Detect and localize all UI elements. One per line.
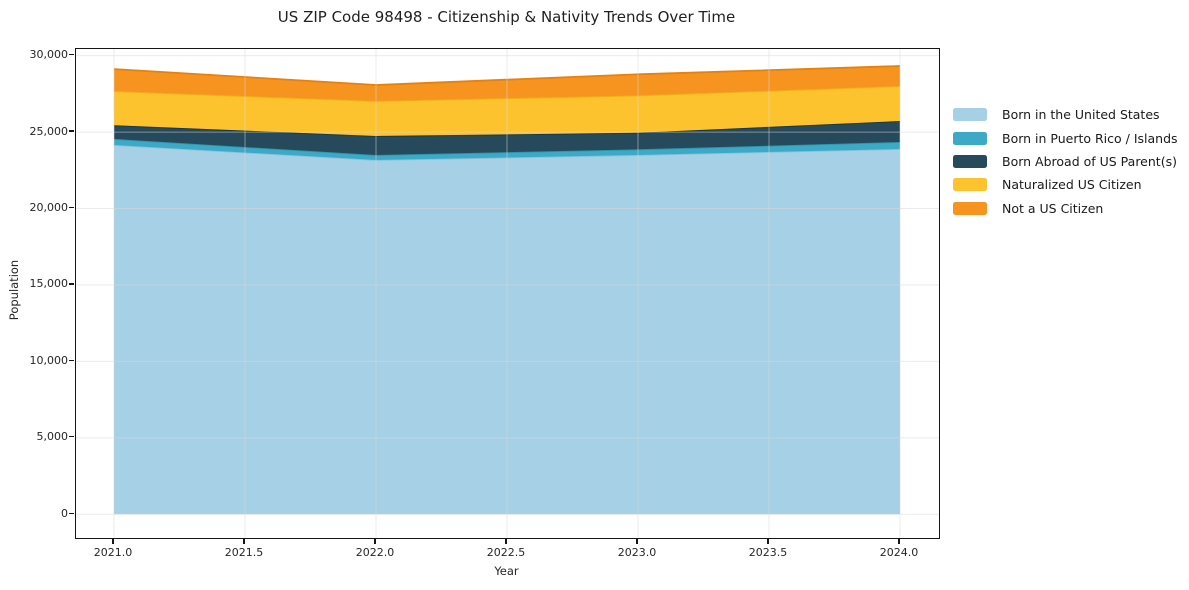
legend-swatch bbox=[953, 201, 987, 215]
y-tick-mark bbox=[69, 283, 74, 285]
legend-item-2: Born Abroad of US Parent(s) bbox=[953, 150, 1178, 173]
legend-label: Born in the United States bbox=[1002, 107, 1160, 123]
legend: Born in the United States Born in Puerto … bbox=[953, 103, 1178, 220]
y-tick-label: 5,000 bbox=[36, 430, 69, 444]
y-tick-label: 10,000 bbox=[29, 353, 69, 367]
x-tick-mark bbox=[636, 538, 638, 544]
y-tick-mark bbox=[69, 54, 74, 56]
legend-item-0: Born in the United States bbox=[953, 103, 1178, 126]
x-tick-label: 2022.0 bbox=[355, 546, 395, 559]
x-tick-mark bbox=[505, 538, 507, 544]
x-tick-label: 2021.5 bbox=[224, 546, 264, 559]
legend-label: Born Abroad of US Parent(s) bbox=[1002, 153, 1177, 169]
x-tick-mark bbox=[374, 538, 376, 544]
x-tick-label: 2021.0 bbox=[93, 546, 133, 559]
y-tick-label: 0 bbox=[61, 506, 68, 520]
x-tick-label: 2023.5 bbox=[748, 546, 788, 559]
y-tick-label: 20,000 bbox=[29, 201, 69, 214]
legend-swatch bbox=[953, 154, 987, 168]
y-tick-mark bbox=[69, 359, 74, 361]
y-axis-label: Population bbox=[7, 259, 21, 321]
stacked-area-chart bbox=[76, 49, 939, 538]
legend-label: Naturalized US Citizen bbox=[1002, 177, 1142, 193]
area-series-1 bbox=[114, 138, 900, 160]
legend-item-3: Naturalized US Citizen bbox=[953, 173, 1178, 196]
y-tick-mark bbox=[69, 512, 74, 514]
legend-label: Not a US Citizen bbox=[1002, 200, 1104, 216]
y-tick-mark bbox=[69, 206, 74, 209]
x-tick-mark bbox=[112, 538, 114, 544]
x-tick-label: 2024.0 bbox=[879, 546, 919, 559]
y-tick-label: 15,000 bbox=[29, 277, 69, 291]
x-axis-label: Year bbox=[494, 564, 519, 578]
x-tick-label: 2022.5 bbox=[486, 546, 526, 559]
legend-item-1: Born in Puerto Rico / Islands bbox=[953, 126, 1178, 149]
y-tick-mark bbox=[69, 436, 74, 438]
chart-title: US ZIP Code 98498 - Citizenship & Nativi… bbox=[277, 8, 736, 26]
legend-label: Born in Puerto Rico / Islands bbox=[1002, 130, 1178, 146]
legend-item-4: Not a US Citizen bbox=[953, 197, 1178, 220]
legend-swatch bbox=[953, 178, 987, 192]
x-tick-label: 2023.0 bbox=[617, 546, 657, 559]
x-tick-mark bbox=[898, 538, 900, 544]
x-tick-mark bbox=[767, 538, 769, 544]
legend-swatch bbox=[953, 131, 987, 145]
x-tick-mark bbox=[243, 538, 245, 544]
y-tick-mark bbox=[69, 130, 74, 132]
plot-area bbox=[75, 48, 940, 539]
legend-swatch bbox=[953, 108, 987, 122]
y-tick-label: 30,000 bbox=[29, 48, 69, 62]
y-tick-label: 25,000 bbox=[29, 124, 69, 138]
